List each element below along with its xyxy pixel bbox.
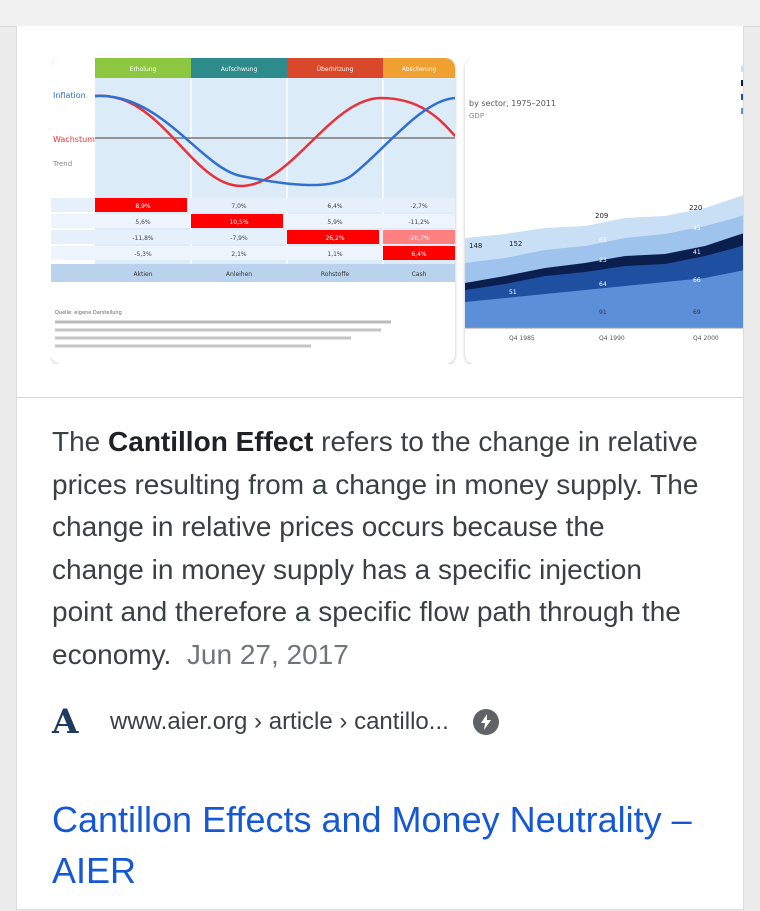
snippet-lead: The [52, 426, 109, 457]
svg-text:63: 63 [599, 237, 607, 244]
svg-text:Anleihen: Anleihen [226, 271, 252, 278]
area-chart-subtitle: GDP [469, 112, 484, 120]
svg-text:6,4%: 6,4% [327, 203, 343, 210]
phase-label-3: Überhitzung [317, 66, 354, 73]
label-trend: Trend [52, 160, 72, 168]
card-bottom-edge [17, 909, 743, 911]
svg-text:7,0%: 7,0% [231, 203, 247, 210]
highlight-cell-4b [383, 246, 455, 260]
phase-label-1: Erholung [130, 66, 157, 73]
svg-text:-7,9%: -7,9% [230, 235, 248, 242]
svg-text:-20,7%: -20,7% [408, 235, 430, 242]
svg-text:Q4 2000: Q4 2000 [693, 335, 719, 342]
svg-text:8,9%: 8,9% [135, 203, 151, 210]
highlight-cell-4a [383, 230, 455, 244]
svg-text:152: 152 [509, 240, 522, 248]
snippet-date: Jun 27, 2017 [186, 638, 349, 670]
featured-snippet-card: Erholung Aufschwung Überhitzung Abschwun… [16, 26, 744, 911]
svg-text:64: 64 [599, 281, 607, 288]
footnote: Quelle: eigene Darstellung [55, 310, 122, 316]
svg-text:69: 69 [693, 309, 701, 316]
phase-header-2 [191, 58, 287, 78]
label-wachstum: Wachstum [53, 135, 95, 144]
result-title-link[interactable]: Cantillon Effects and Money Neutrality –… [52, 799, 692, 891]
svg-text:Q4 1990: Q4 1990 [599, 335, 625, 342]
band-blue [465, 270, 743, 328]
svg-text:220: 220 [689, 204, 702, 212]
highlight-cell-1 [95, 198, 187, 212]
svg-text:51: 51 [509, 289, 517, 296]
svg-text:-2,7%: -2,7% [410, 203, 428, 210]
section-divider [17, 397, 743, 398]
source-row[interactable]: A www.aier.org › article › cantillo... [52, 702, 712, 742]
phase-label-4: Abschwung [402, 66, 437, 73]
image-carousel[interactable]: Erholung Aufschwung Überhitzung Abschwun… [51, 58, 743, 364]
svg-text:Cash: Cash [412, 271, 427, 278]
phase-label-2: Aufschwung [221, 66, 258, 73]
site-logo-icon: A [52, 702, 79, 742]
snippet-text: The Cantillon Effect refers to the chang… [52, 421, 702, 676]
svg-text:10,5%: 10,5% [229, 219, 248, 226]
svg-text:209: 209 [595, 212, 608, 220]
snippet-body: refers to the change in relative prices … [52, 426, 699, 670]
business-cycle-image[interactable]: Erholung Aufschwung Überhitzung Abschwun… [51, 58, 455, 364]
red-curve [94, 94, 455, 188]
svg-text:5,9%: 5,9% [327, 219, 343, 226]
highlight-cell-2 [191, 214, 283, 228]
svg-text:45: 45 [693, 225, 701, 232]
svg-text:-11,2%: -11,2% [408, 219, 430, 226]
top-card-edge [0, 0, 760, 27]
svg-text:66: 66 [693, 277, 701, 284]
area-chart-title: by sector, 1975–2011 [469, 99, 556, 108]
svg-text:1,1%: 1,1% [327, 251, 343, 258]
svg-text:2,1%: 2,1% [231, 251, 247, 258]
svg-text:Q4 1985: Q4 1985 [509, 335, 535, 342]
phase-header-3 [287, 58, 383, 78]
svg-text:148: 148 [469, 242, 482, 250]
phase-header-4 [383, 58, 455, 78]
svg-text:6,4%: 6,4% [411, 251, 427, 258]
label-inflation: Inflation [53, 91, 86, 100]
phase-header-1 [95, 58, 191, 78]
svg-text:23: 23 [599, 257, 607, 264]
snippet-bold-term: Cantillon Effect [108, 426, 314, 457]
source-breadcrumb[interactable]: www.aier.org › article › cantillo... [110, 708, 449, 735]
svg-text:91: 91 [599, 309, 607, 316]
svg-text:Aktien: Aktien [133, 271, 152, 278]
svg-text:Rohstoffe: Rohstoffe [321, 271, 350, 278]
amp-bolt-icon [472, 709, 499, 735]
blue-curve [94, 94, 455, 187]
sector-area-chart-image[interactable]: by sector, 1975–2011 GDP 148 152 209 220… [465, 58, 743, 364]
svg-text:41: 41 [693, 249, 701, 256]
svg-text:-5,3%: -5,3% [134, 251, 152, 258]
highlight-cell-3 [287, 230, 379, 244]
svg-text:26,2%: 26,2% [325, 235, 344, 242]
svg-text:5,6%: 5,6% [135, 219, 151, 226]
svg-text:-11,8%: -11,8% [132, 235, 154, 242]
